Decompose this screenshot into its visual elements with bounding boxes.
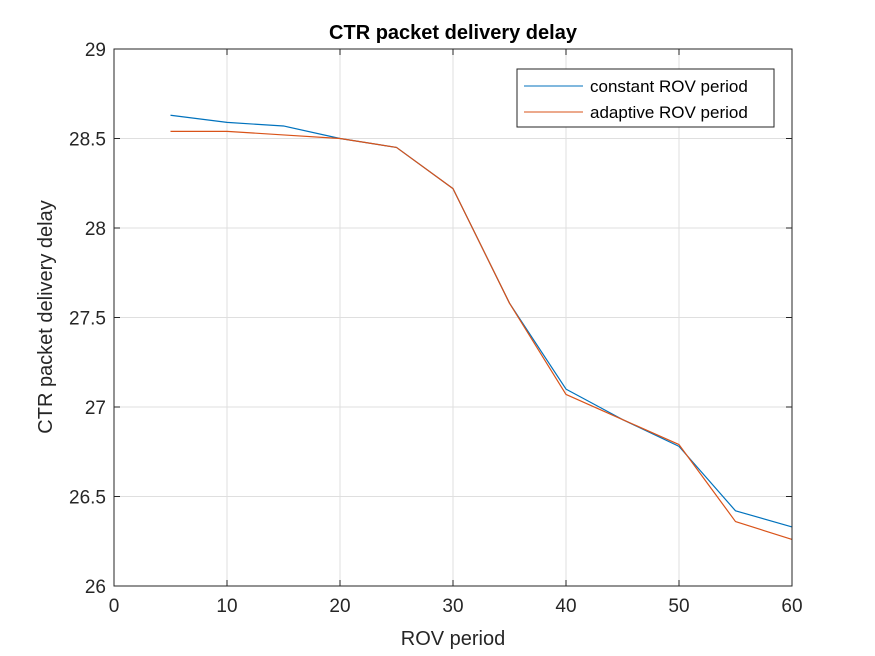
- series-line-adaptive: [170, 130, 793, 541]
- x-tick-label: 60: [781, 596, 802, 617]
- x-tick-label: 20: [329, 596, 350, 617]
- x-tick-label: 10: [216, 596, 237, 617]
- axes: [113, 48, 793, 587]
- legend-label-adaptive: adaptive ROV period: [590, 103, 748, 122]
- y-axis-title: CTR packet delivery delay: [35, 200, 57, 433]
- x-tick-label: 0: [109, 596, 120, 617]
- chart-title: CTR packet delivery delay: [329, 22, 578, 44]
- grid-lines: [114, 49, 792, 586]
- y-tick-label: 29: [85, 40, 106, 61]
- y-tick-label: 26.5: [69, 488, 106, 509]
- x-tick-label: 40: [555, 596, 576, 617]
- y-tick-label: 27.5: [69, 309, 106, 330]
- series-lines: [170, 114, 793, 541]
- x-tick-label: 50: [668, 596, 689, 617]
- x-tick-label: 30: [442, 596, 463, 617]
- legend-box: [516, 68, 775, 128]
- legend: constant ROV period adaptive ROV period: [516, 68, 775, 128]
- y-tick-label: 28: [85, 219, 106, 240]
- y-tick-label: 26: [85, 577, 106, 598]
- tick-labels: 0 10 20 30 40 50 60 26 26.5 27 27.5 28 28.5 29: [69, 40, 803, 617]
- x-axis-title: ROV period: [401, 628, 506, 650]
- legend-label-constant: constant ROV period: [590, 77, 748, 96]
- y-tick-label: 28.5: [69, 130, 106, 151]
- y-tick-label: 27: [85, 398, 106, 419]
